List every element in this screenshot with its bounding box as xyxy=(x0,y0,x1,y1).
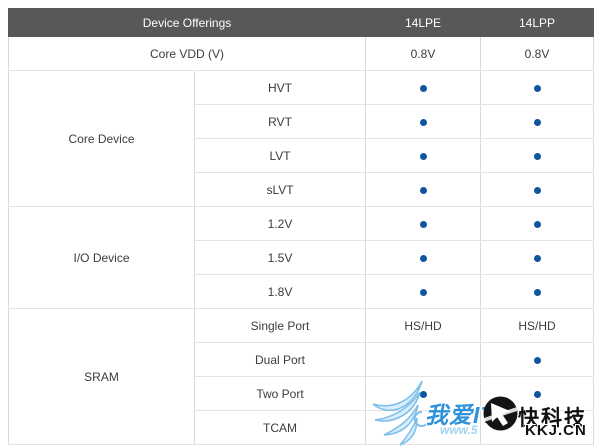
hvt-lpp-cell xyxy=(480,70,595,105)
single-port-lpp-cell: HS/HD xyxy=(480,308,595,343)
1v5-lpe-cell xyxy=(365,240,482,275)
row-label-rvt: RVT xyxy=(193,104,367,139)
header-device-offerings: Device Offerings xyxy=(7,8,367,37)
row-label-1v8: 1.8V xyxy=(193,274,367,309)
device-offerings-table: Device Offerings 14LPE 14LPP Core VDD (V… xyxy=(7,8,595,445)
row-label-dual-port: Dual Port xyxy=(193,342,367,377)
row-label-single-port: Single Port xyxy=(193,308,367,343)
availability-dot xyxy=(419,254,427,262)
slvt-lpe-cell xyxy=(365,172,482,207)
single-port-lpe-cell: HS/HD xyxy=(365,308,482,343)
table-row-rvt: RVT xyxy=(9,104,595,139)
group-io-device: I/O Device xyxy=(8,206,195,309)
row-label-slvt: sLVT xyxy=(193,172,367,207)
hvt-lpe-cell xyxy=(365,70,482,105)
1v2-lpe-cell xyxy=(365,206,482,241)
core-vdd-row: Core VDD (V) 0.8V 0.8V xyxy=(7,36,595,71)
watermark-cn-text: 我爱IT xyxy=(425,402,496,428)
availability-dot xyxy=(419,118,427,126)
table-row-dual-port: Dual Port xyxy=(9,342,595,377)
table-row-1v5: 1.5V xyxy=(9,240,595,275)
slvt-lpp-cell xyxy=(480,172,595,207)
rvt-lpe-cell xyxy=(365,104,482,139)
lvt-lpp-cell xyxy=(480,138,595,173)
watermark-url-text: www.5 xyxy=(440,423,478,437)
availability-dot xyxy=(419,186,427,194)
table-row-lvt: LVT xyxy=(9,138,595,173)
row-label-two-port: Two Port xyxy=(193,376,367,411)
availability-dot xyxy=(533,152,541,160)
1v2-lpp-cell xyxy=(480,206,595,241)
table-row-single-port: SRAM Single Port HS/HD HS/HD xyxy=(8,308,595,445)
core-vdd-label: Core VDD (V) xyxy=(7,36,367,71)
group-sram: SRAM xyxy=(8,308,195,445)
availability-dot xyxy=(533,186,541,194)
row-label-1v2: 1.2V xyxy=(193,206,367,241)
availability-dot xyxy=(419,152,427,160)
availability-dot xyxy=(419,84,427,92)
availability-dot xyxy=(533,356,541,364)
cursor-badge-icon xyxy=(483,396,518,431)
core-vdd-lpe-cell: 0.8V xyxy=(365,36,482,71)
row-label-hvt: HVT xyxy=(193,70,367,105)
availability-dot xyxy=(533,118,541,126)
watermark-brand-domain: KKJ.CN xyxy=(525,422,587,439)
core-vdd-lpp-cell: 0.8V xyxy=(480,36,595,71)
availability-dot xyxy=(419,288,427,296)
group-core-device: Core Device xyxy=(8,70,195,207)
tcam-lpe-cell xyxy=(365,410,482,445)
watermark-brand-cn: 快科技 xyxy=(518,407,587,430)
lvt-lpe-cell xyxy=(365,138,482,173)
table-row-1v8: 1.8V xyxy=(9,274,595,309)
table-header-row: Device Offerings 14LPE 14LPP xyxy=(7,8,595,37)
1v8-lpp-cell xyxy=(480,274,595,309)
row-label-tcam: TCAM xyxy=(193,410,367,445)
1v8-lpe-cell xyxy=(365,274,482,309)
availability-dot xyxy=(533,390,541,398)
availability-dot xyxy=(533,288,541,296)
1v5-lpp-cell xyxy=(480,240,595,275)
availability-dot xyxy=(533,220,541,228)
availability-dot xyxy=(419,390,427,398)
header-14lpe: 14LPE xyxy=(365,8,482,37)
table-row-hvt: Core Device HVT xyxy=(8,70,595,207)
watermark: 我爱IT www.5 快科技 KKJ.CN xyxy=(370,378,600,446)
availability-dot xyxy=(533,254,541,262)
wing-icon xyxy=(372,380,429,446)
availability-dot xyxy=(533,84,541,92)
availability-dot xyxy=(419,220,427,228)
row-label-lvt: LVT xyxy=(193,138,367,173)
header-14lpp: 14LPP xyxy=(480,8,595,37)
table-row-1v2: I/O Device 1.2V xyxy=(8,206,595,309)
table-row-slvt: sLVT xyxy=(9,172,595,207)
dual-port-lpp-cell xyxy=(480,342,595,377)
row-label-1v5: 1.5V xyxy=(193,240,367,275)
rvt-lpp-cell xyxy=(480,104,595,139)
dual-port-lpe-cell xyxy=(365,342,482,377)
